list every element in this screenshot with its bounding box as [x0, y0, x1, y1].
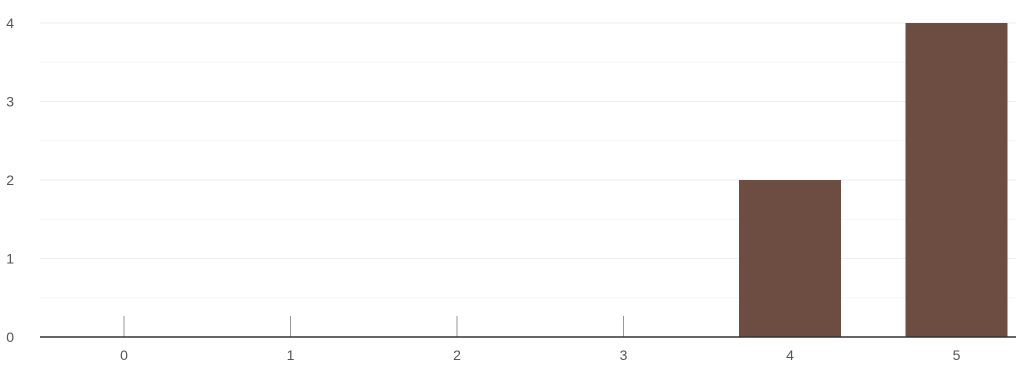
x-tick-label: 2: [453, 347, 461, 363]
y-tick-label: 4: [6, 15, 14, 31]
x-tick-label: 4: [786, 347, 794, 363]
y-tick-label: 2: [6, 172, 14, 188]
x-tick-label: 1: [287, 347, 295, 363]
y-tick-label: 0: [6, 329, 14, 345]
y-tick-label: 1: [6, 251, 14, 267]
x-tick-label: 5: [953, 347, 961, 363]
bar: [739, 180, 841, 337]
x-tick-label: 3: [620, 347, 628, 363]
x-tick-label: 0: [120, 347, 128, 363]
y-tick-label: 3: [6, 94, 14, 110]
bar: [905, 23, 1008, 337]
